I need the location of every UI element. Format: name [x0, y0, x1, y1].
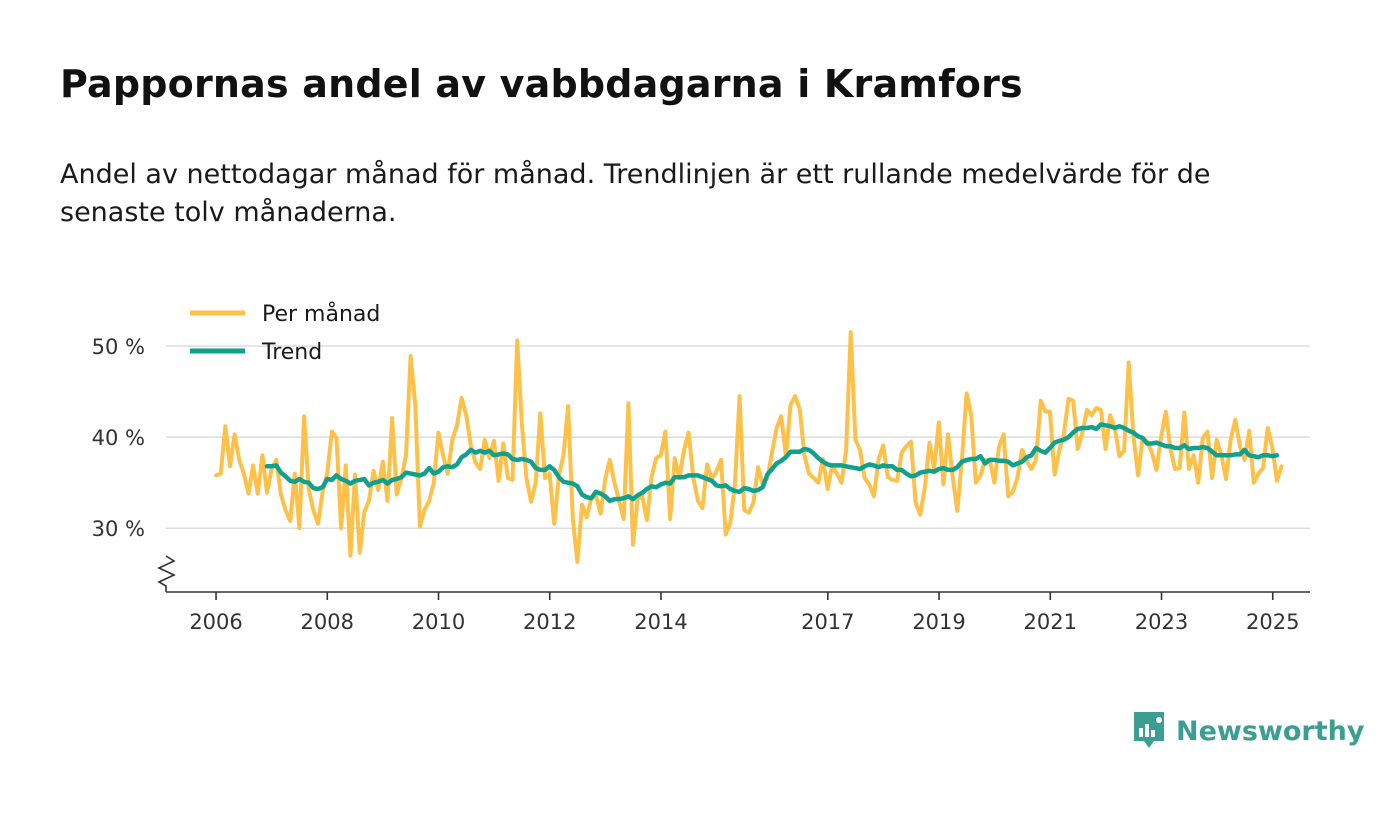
- x-tick-label: 2023: [1135, 610, 1188, 634]
- series-line-trend: [264, 422, 1280, 504]
- legend-label-per_month: Per månad: [262, 301, 380, 327]
- chart-subtitle: Andel av nettodagar månad för månad. Tre…: [60, 159, 1211, 228]
- axes: 30 % 40 % 50 % 2006 2008 2010 2012 2014 2017 2019…: [92, 335, 1310, 634]
- line-chart: 30 % 40 % 50 % 2006 2008 2010 2012 2014 2017 2019…: [92, 301, 1310, 634]
- x-tick-label: 2008: [301, 610, 354, 634]
- brand-name: Newsworthy: [1176, 715, 1365, 747]
- x-tick-label: 2017: [801, 610, 854, 634]
- newsworthy-logo: Newsworthy: [1132, 710, 1364, 752]
- legend: Per månad Trend: [190, 301, 380, 365]
- x-tick-label: 2021: [1024, 610, 1077, 634]
- chart-title: Pappornas andel av vabbdagarna i Kramfor…: [60, 62, 1023, 106]
- legend-label-trend: Trend: [261, 340, 322, 365]
- y-tick-label: 30 %: [92, 517, 145, 541]
- x-tick-label: 2010: [412, 610, 465, 634]
- y-tick-label: 40 %: [92, 426, 145, 450]
- x-tick-label: 2006: [189, 610, 242, 634]
- series-line-per_month: [214, 330, 1284, 564]
- x-tick-label: 2014: [634, 610, 687, 634]
- y-tick-label: 50 %: [92, 335, 145, 359]
- x-tick-label: 2019: [912, 610, 965, 634]
- series-lines: [214, 330, 1284, 564]
- newsworthy-logo-icon: [1134, 712, 1164, 748]
- x-tick-label: 2012: [523, 610, 576, 634]
- axis-break-icon: [157, 555, 176, 592]
- x-tick-label: 2025: [1246, 610, 1299, 634]
